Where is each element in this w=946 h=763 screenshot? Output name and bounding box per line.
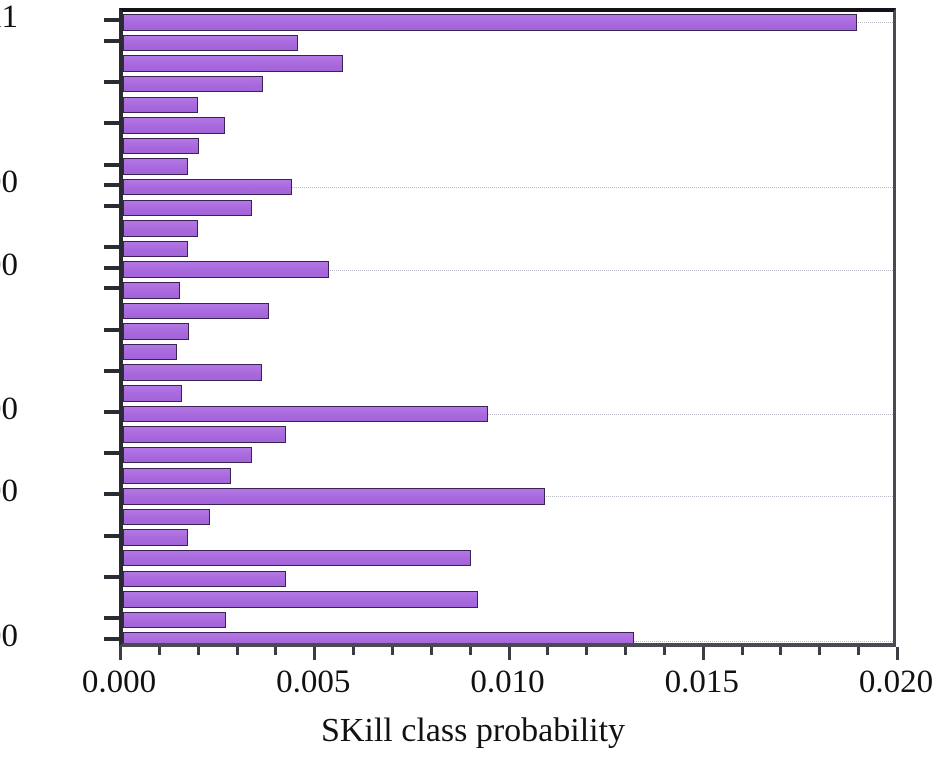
y-axis-major-tick	[104, 409, 119, 414]
bar	[123, 549, 471, 567]
y-axis-tick-label: 11111	[0, 0, 18, 36]
bar	[123, 426, 287, 443]
y-axis-tick-label: 11100	[0, 390, 18, 427]
bar	[123, 632, 634, 643]
bar	[123, 611, 226, 629]
x-axis-tick-label: 0.005	[276, 664, 351, 700]
bar	[123, 302, 269, 320]
bar	[123, 467, 231, 485]
bar	[123, 405, 489, 423]
y-axis-tick	[104, 286, 119, 291]
bar-series	[123, 12, 893, 643]
bar	[123, 261, 329, 278]
y-axis-major-tick	[104, 265, 119, 270]
plot-area	[119, 8, 896, 647]
bar	[123, 570, 287, 588]
x-axis-minor-tick	[274, 647, 278, 655]
bar	[123, 282, 181, 299]
y-axis-major-tick	[104, 492, 119, 497]
bar	[123, 220, 198, 237]
y-axis-tick	[104, 245, 119, 250]
y-axis-major-tick	[104, 183, 119, 188]
x-axis-minor-tick	[468, 647, 472, 655]
x-axis-minor-tick	[740, 647, 744, 655]
y-axis-tick	[104, 162, 119, 167]
x-axis-minor-tick	[857, 647, 861, 655]
x-axis-major-tick	[896, 647, 899, 660]
x-axis-minor-tick	[818, 647, 822, 655]
x-axis-major-tick	[313, 647, 317, 660]
bar	[123, 385, 183, 402]
y-axis-major-tick	[104, 636, 119, 641]
x-axis-minor-tick	[585, 647, 589, 655]
bar	[123, 364, 263, 381]
x-axis-minor-tick	[624, 647, 628, 655]
y-axis-tick	[104, 616, 119, 621]
x-axis-minor-tick	[157, 647, 161, 655]
bar	[123, 446, 252, 464]
bar	[123, 343, 178, 361]
x-axis-minor-tick	[429, 647, 433, 655]
y-axis-tick	[104, 327, 119, 332]
x-axis-major-tick	[701, 647, 705, 660]
bar	[123, 158, 189, 175]
bar	[123, 55, 343, 72]
y-axis-tick	[104, 203, 119, 208]
bar	[123, 508, 211, 526]
x-axis-minor-tick	[352, 647, 356, 655]
bar	[123, 75, 263, 93]
y-axis-tick	[104, 451, 119, 456]
x-axis-minor-tick	[390, 647, 394, 655]
bar	[123, 34, 298, 52]
x-axis-tick-label: 0.010	[470, 664, 545, 700]
y-axis-tick	[104, 121, 119, 126]
bar	[123, 529, 189, 546]
bar	[123, 178, 292, 196]
bar	[123, 488, 545, 505]
x-axis-tick-label: 0.015	[664, 664, 739, 700]
x-axis-major-tick	[119, 647, 122, 660]
y-axis-tick	[104, 368, 119, 373]
y-axis-major-tick	[104, 18, 119, 23]
bar	[123, 199, 252, 217]
x-axis-minor-tick	[546, 647, 550, 655]
bar	[123, 14, 858, 31]
y-axis-tick	[104, 574, 119, 579]
y-axis-tick	[104, 38, 119, 43]
y-axis-tick-label: 01000	[0, 473, 18, 510]
bar	[123, 591, 479, 608]
x-axis-minor-tick	[662, 647, 666, 655]
bar	[123, 323, 190, 340]
x-axis-title: SKill class probability	[320, 712, 626, 749]
bar	[123, 240, 189, 258]
y-axis-tick-label: 10100	[0, 246, 18, 283]
x-axis-major-tick	[507, 647, 511, 660]
x-axis-minor-tick	[196, 647, 200, 655]
bar	[123, 96, 198, 113]
y-axis-tick	[104, 80, 119, 85]
y-axis-tick	[104, 533, 119, 538]
x-axis-tick-label: 0.020	[858, 664, 934, 700]
bar	[123, 137, 199, 155]
x-axis-minor-tick	[779, 647, 783, 655]
bar	[123, 117, 225, 134]
x-axis-minor-tick	[235, 647, 239, 655]
x-axis-tick-label: 0.000	[81, 664, 157, 700]
